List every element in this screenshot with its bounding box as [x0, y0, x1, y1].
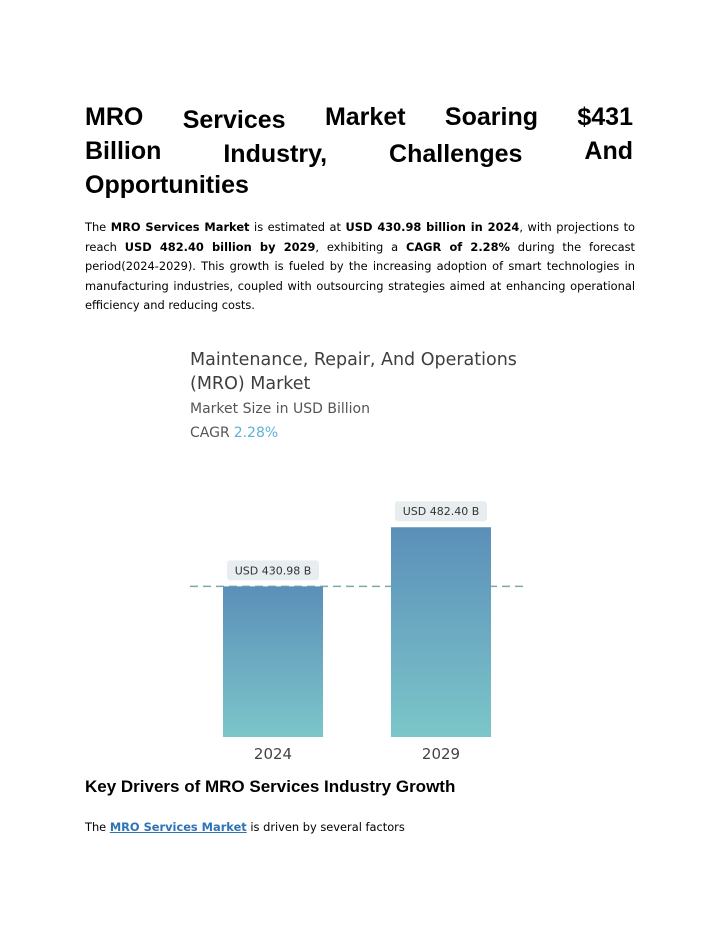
- intro-text: , with projections to reach: [85, 220, 636, 254]
- title-word: MRO: [85, 103, 144, 131]
- figure-title: Maintenance, Repair, And Operations (MRO…: [190, 350, 517, 394]
- intro-bold: MRO Services Market: [110, 220, 250, 234]
- page-title: MRO Services Market Soaring $431 Billion…: [85, 100, 633, 202]
- title-word: Opportunities: [85, 171, 249, 199]
- section-heading: Key Drivers of MRO Services Industry Gro…: [85, 777, 456, 796]
- intro-bold: CAGR of 2.28%: [405, 239, 510, 254]
- title-word: Soaring: [444, 103, 538, 131]
- intro-text: is estimated at: [249, 220, 346, 234]
- title-word: Industry,: [223, 140, 328, 168]
- title-line-2: Billion Industry, Challenges And: [85, 134, 633, 168]
- data-label: USD 430.98 B: [235, 564, 312, 577]
- intro-bold: USD 430.98 billion in 2024: [345, 220, 520, 234]
- title-word: And: [584, 137, 633, 165]
- title-word: Challenges: [389, 140, 523, 168]
- data-label-background: [227, 560, 319, 581]
- cagr-label: CAGR: [190, 425, 230, 441]
- intro-paragraph: The MRO Services Market is estimated at …: [85, 218, 635, 316]
- figure-cagr: CAGR 2.28%: [190, 425, 278, 441]
- title-word: $431: [577, 103, 633, 131]
- title-line-1: MRO Services Market Soaring $431: [85, 100, 633, 134]
- intro-text: during the forecast period(2024-2029). T…: [85, 239, 636, 313]
- section-paragraph: The MRO Services Market is driven by sev…: [85, 820, 405, 834]
- data-label-background: [395, 501, 487, 522]
- bar-2024: [223, 586, 323, 737]
- bar-chart: USD 430.98 B 2024 USD 482.40 B 2029: [190, 501, 525, 763]
- data-label: USD 482.40 B: [403, 505, 480, 518]
- section-text: The: [85, 820, 110, 834]
- cagr-value: 2.28%: [233, 425, 279, 441]
- title-word: Market: [324, 103, 406, 131]
- category-label: 2029: [422, 745, 460, 763]
- market-figure: Maintenance, Repair, And Operations (MRO…: [180, 345, 540, 765]
- bar-2029: [391, 527, 491, 737]
- title-word: Billion: [85, 137, 162, 165]
- figure-subtitle: Market Size in USD Billion: [190, 401, 370, 417]
- intro-text: The: [85, 220, 111, 234]
- title-line-3: Opportunities: [85, 168, 633, 202]
- intro-bold: USD 482.40 billion by 2029: [124, 239, 316, 254]
- intro-text: , exhibiting a: [315, 239, 406, 254]
- section-text: is driven by several factors: [246, 820, 405, 834]
- category-label: 2024: [254, 745, 292, 763]
- mro-services-market-link[interactable]: MRO Services Market: [109, 820, 247, 834]
- title-word: Services: [182, 106, 286, 134]
